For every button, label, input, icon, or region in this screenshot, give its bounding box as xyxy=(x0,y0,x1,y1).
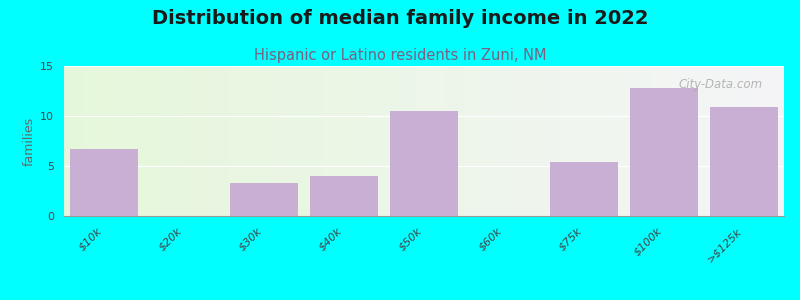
Text: Distribution of median family income in 2022: Distribution of median family income in … xyxy=(152,9,648,28)
Bar xyxy=(630,88,698,216)
Bar xyxy=(550,162,618,216)
Bar xyxy=(390,111,458,216)
Text: City-Data.com: City-Data.com xyxy=(678,78,762,91)
Bar xyxy=(70,149,138,216)
Bar xyxy=(310,176,378,216)
Text: Hispanic or Latino residents in Zuni, NM: Hispanic or Latino residents in Zuni, NM xyxy=(254,48,546,63)
Y-axis label: families: families xyxy=(23,116,36,166)
Bar xyxy=(230,183,298,216)
Bar xyxy=(710,107,778,216)
